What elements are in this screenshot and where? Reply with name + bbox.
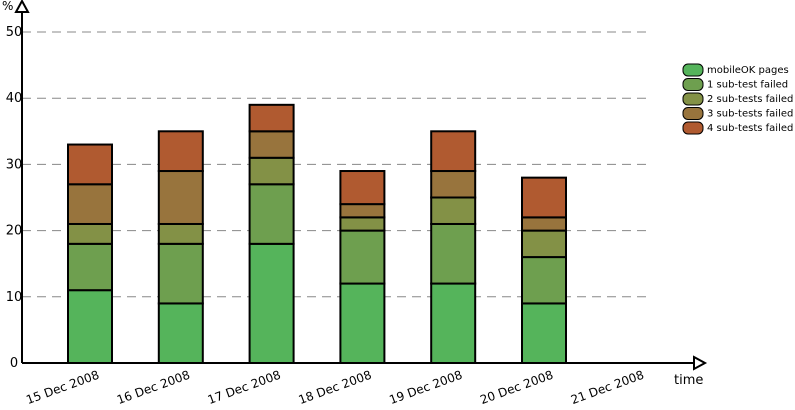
bar-segment (67, 289, 113, 364)
bar-segment (67, 183, 113, 225)
bar-segment (157, 222, 204, 245)
y-tick-label: 30 (6, 157, 23, 172)
bar-segment (521, 229, 567, 259)
x-tick-label: 20 Dec 2008 (478, 368, 555, 407)
bar-segment (339, 203, 386, 219)
bar-segment (521, 256, 567, 305)
legend-swatch (682, 92, 704, 106)
bar-segment (157, 302, 204, 365)
bar-segment (521, 176, 567, 219)
y-axis-label: % (2, 0, 13, 13)
bar-segment (430, 196, 477, 225)
y-tick-label: 10 (6, 290, 23, 305)
x-tick-label: 16 Dec 2008 (115, 368, 192, 407)
y-tick-label: 40 (6, 91, 23, 106)
x-tick-label: 19 Dec 2008 (387, 368, 464, 407)
y-tick-label: 50 (6, 25, 23, 40)
bar-segment (248, 183, 295, 245)
x-axis-label: time (674, 373, 703, 388)
legend-swatch (682, 63, 704, 77)
bar-segment (67, 222, 113, 245)
legend-label: 1 sub-test failed (707, 80, 788, 91)
legend-label: 3 sub-tests failed (707, 109, 793, 120)
legend-swatch (682, 107, 704, 120)
bar-segment (521, 216, 567, 232)
legend-label: 2 sub-tests failed (707, 94, 793, 105)
bar-segment (67, 242, 113, 292)
x-axis-arrow (693, 355, 708, 371)
legend-swatch (682, 78, 704, 91)
bar-segment (339, 229, 386, 285)
y-axis-arrow (14, 0, 30, 13)
bar-segment (248, 103, 295, 133)
bar-segment (248, 130, 295, 159)
bar-segment (430, 130, 477, 173)
bar-segment (157, 130, 204, 173)
bar-segment (339, 282, 386, 364)
x-tick-label: 21 Dec 2008 (569, 368, 646, 407)
bar-segment (521, 302, 567, 365)
bar-segment (430, 170, 477, 199)
bar-segment (339, 170, 386, 206)
bar-segment (157, 170, 204, 225)
y-tick-label: 20 (6, 224, 23, 239)
legend-label: mobileOK pages (707, 65, 789, 76)
bar-segment (248, 242, 295, 364)
bar-segment (157, 242, 204, 305)
bar-segment (339, 216, 386, 232)
legend-label: 4 sub-tests failed (707, 123, 793, 134)
bar-segment (67, 143, 113, 186)
x-tick-label: 18 Dec 2008 (297, 368, 374, 407)
legend: mobileOK pages 1 sub-test failed 2 sub-tes… (682, 63, 793, 135)
x-tick-label: 17 Dec 2008 (206, 368, 283, 407)
bar-segment (248, 156, 295, 186)
bar-segment (430, 282, 477, 364)
y-tick-label: 0 (10, 356, 18, 371)
legend-swatch (682, 121, 704, 135)
bar-segment (430, 222, 477, 285)
x-tick-label: 15 Dec 2008 (24, 368, 101, 407)
